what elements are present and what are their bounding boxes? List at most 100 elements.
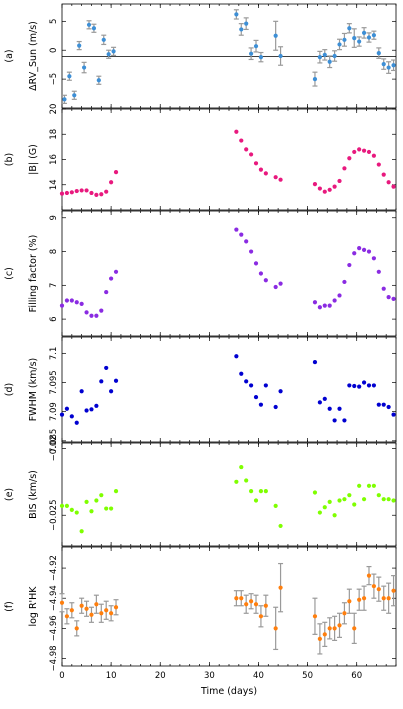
data-point: [391, 498, 396, 503]
data-point: [327, 499, 332, 504]
data-point: [94, 313, 99, 318]
data-point: [64, 614, 70, 619]
data-point: [74, 420, 79, 425]
data-point: [371, 256, 376, 261]
data-point: [69, 298, 74, 303]
data-point: [342, 37, 347, 42]
data-point: [273, 503, 278, 508]
x-tick-label: 10: [106, 671, 117, 681]
data-point: [79, 389, 84, 394]
data-point: [263, 383, 268, 388]
data-point: [352, 251, 357, 256]
data-point: [381, 596, 386, 601]
data-point: [357, 246, 362, 251]
data-point: [312, 300, 318, 305]
data-point: [249, 51, 254, 56]
data-point: [337, 623, 342, 628]
data-point: [322, 505, 327, 510]
data-point: [376, 402, 381, 407]
data-point: [109, 506, 114, 511]
data-point: [361, 247, 367, 252]
data-point: [239, 464, 244, 470]
data-point: [234, 354, 239, 359]
data-point: [317, 55, 322, 60]
data-point: [366, 483, 372, 488]
data-point: [376, 269, 381, 274]
data-point: [59, 600, 65, 605]
data-point: [357, 384, 362, 389]
data-point: [104, 189, 109, 194]
data-point: [386, 180, 391, 185]
data-point: [366, 249, 372, 254]
data-point: [322, 303, 327, 308]
data-point: [366, 573, 372, 578]
x-tick-label: 20: [155, 671, 166, 681]
data-point: [113, 489, 119, 494]
data-point: [82, 65, 87, 70]
data-point: [391, 296, 396, 301]
data-point: [342, 166, 347, 171]
panel-letter: (a): [4, 49, 15, 62]
data-point: [352, 35, 357, 41]
data-point: [77, 43, 82, 48]
y-tick-label: 0: [49, 48, 59, 53]
data-point: [357, 147, 362, 152]
data-point: [59, 303, 65, 308]
data-point: [337, 293, 342, 298]
data-point: [312, 614, 318, 619]
data-point: [376, 587, 381, 592]
data-point: [366, 383, 372, 388]
panel-1: [59, 108, 397, 211]
data-point: [278, 177, 283, 182]
data-point: [317, 400, 322, 405]
data-point: [312, 182, 318, 187]
data-point: [89, 313, 94, 318]
data-point: [317, 636, 322, 641]
data-point: [94, 602, 99, 607]
data-point: [94, 192, 99, 197]
data-point: [89, 509, 94, 514]
data-point: [371, 153, 376, 158]
y-axis-label: FWHM (km/s): [28, 358, 39, 422]
data-point: [253, 498, 259, 503]
data-point: [244, 239, 249, 244]
data-point: [69, 414, 74, 419]
data-point: [104, 506, 109, 511]
data-point: [84, 408, 89, 413]
data-point: [74, 300, 79, 305]
data-point: [106, 52, 111, 57]
data-point: [352, 502, 357, 507]
data-point: [322, 189, 327, 194]
data-point: [94, 403, 99, 408]
y-axis-label: ΔRV_Sun (m/s): [28, 21, 39, 91]
panel-frame: [61, 546, 397, 667]
data-point: [99, 493, 104, 498]
data-point: [74, 626, 79, 631]
data-point: [64, 298, 70, 303]
y-tick-label: 14: [49, 179, 59, 190]
data-point: [366, 149, 372, 155]
data-point: [337, 42, 342, 47]
data-point: [371, 383, 376, 388]
data-point: [113, 269, 119, 274]
data-point: [59, 191, 65, 196]
data-point: [69, 190, 74, 195]
data-point: [67, 74, 72, 79]
data-point: [72, 93, 77, 98]
data-point: [347, 599, 352, 604]
panel-frame: [61, 108, 397, 211]
data-point: [278, 585, 283, 590]
data-point: [386, 65, 391, 70]
data-point: [322, 632, 327, 637]
data-point: [74, 510, 79, 515]
data-point: [64, 503, 70, 508]
data-point: [258, 489, 264, 494]
data-point: [332, 513, 337, 518]
data-point: [361, 596, 367, 601]
data-point: [69, 507, 74, 512]
data-point: [113, 378, 119, 383]
data-point: [376, 162, 381, 167]
panel-2: [59, 210, 397, 337]
data-point: [84, 188, 89, 193]
data-point: [234, 479, 239, 484]
